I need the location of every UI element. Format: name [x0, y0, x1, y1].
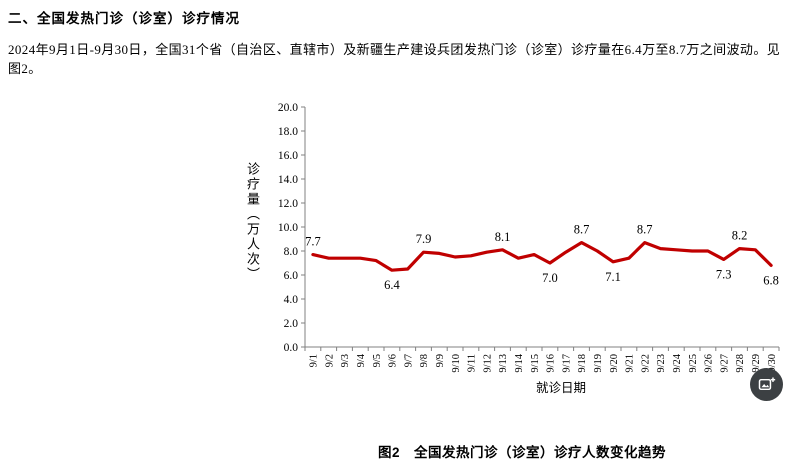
x-tick-label: 9/21 — [625, 354, 636, 373]
chart-svg: 0.0 2.0 4.0 6.0 8.0 10.0 12.0 14.0 16.0 18.0 20.0 9… — [278, 102, 780, 395]
x-tick-label: 9/14 — [514, 353, 525, 372]
x-tick-label: 9/10 — [451, 354, 462, 373]
x-tick-label: 9/17 — [561, 354, 572, 373]
fever-clinic-trend-chart: 0.0 2.0 4.0 6.0 8.0 10.0 12.0 14.0 16.0 18.0 20.0 9… — [230, 95, 790, 405]
x-tick-label: 9/26 — [704, 354, 715, 373]
data-label: 7.3 — [716, 267, 732, 281]
trend-line — [311, 241, 773, 272]
x-tick-label: 9/22 — [640, 354, 651, 373]
y-tick-label: 6.0 — [284, 270, 299, 282]
x-tick-label: 9/19 — [593, 354, 604, 373]
data-label: 6.4 — [384, 278, 400, 292]
x-tick-label: 9/27 — [719, 354, 730, 373]
data-label: 8.1 — [495, 230, 511, 244]
data-label: 7.1 — [605, 270, 621, 284]
x-tick-label: 9/12 — [482, 354, 493, 373]
x-tick-label: 9/16 — [546, 354, 557, 373]
data-label: 7.0 — [542, 271, 558, 285]
x-tick-label: 9/28 — [735, 354, 746, 373]
y-tick-label: 2.0 — [284, 318, 299, 330]
data-label: 6.8 — [763, 273, 779, 287]
x-tick-label: 9/25 — [688, 354, 699, 373]
x-tick-label: 9/9 — [435, 354, 446, 367]
y-tick-label: 10.0 — [278, 222, 298, 234]
x-tick-label: 9/18 — [577, 354, 588, 373]
x-tick-label: 9/4 — [356, 353, 367, 367]
y-tick-label: 8.0 — [284, 246, 299, 258]
x-tick-label: 9/1 — [309, 354, 320, 367]
x-tick-label: 9/5 — [372, 354, 383, 367]
y-tick-label: 20.0 — [278, 102, 298, 114]
x-tick-label: 9/11 — [467, 354, 478, 372]
x-tick-label: 9/7 — [403, 354, 414, 367]
y-tick-label: 12.0 — [278, 198, 298, 210]
x-tick-label: 9/6 — [388, 354, 399, 367]
y-tick-label: 14.0 — [278, 174, 298, 186]
y-tick-label: 4.0 — [284, 294, 299, 306]
y-tick-label: 16.0 — [278, 150, 298, 162]
y-axis-title: 诊疗量（万人次） — [245, 162, 260, 282]
x-tick-label: 9/8 — [419, 354, 430, 367]
x-tick-label: 9/24 — [672, 353, 683, 372]
x-tick-label: 9/3 — [340, 354, 351, 367]
image-search-button[interactable] — [750, 368, 783, 401]
data-label: 7.7 — [305, 235, 321, 249]
data-label: 8.2 — [732, 229, 748, 243]
y-tick-label: 18.0 — [278, 126, 298, 138]
section-heading: 二、全国发热门诊（诊室）诊疗情况 — [8, 11, 240, 26]
x-tick-label: 9/20 — [609, 354, 620, 373]
data-label: 8.7 — [637, 223, 653, 237]
x-tick-label: 9/2 — [324, 354, 335, 367]
body-paragraph: 2024年9月1日-9月30日，全国31个省（自治区、直辖市）及新疆生产建设兵团… — [8, 42, 781, 76]
data-label: 8.7 — [574, 223, 590, 237]
image-search-icon — [758, 377, 776, 391]
data-label: 7.9 — [416, 232, 432, 246]
x-tick-label: 9/13 — [498, 354, 509, 373]
x-tick-label: 9/30 — [767, 354, 778, 373]
x-axis-title: 就诊日期 — [536, 380, 586, 395]
y-tick-label: 0.0 — [284, 342, 299, 354]
x-tick-label: 9/23 — [656, 354, 667, 373]
figure-caption: 图2 全国发热门诊（诊室）诊疗人数变化趋势 — [377, 445, 666, 460]
x-tick-label: 9/29 — [751, 354, 762, 373]
x-tick-label: 9/15 — [530, 354, 541, 373]
